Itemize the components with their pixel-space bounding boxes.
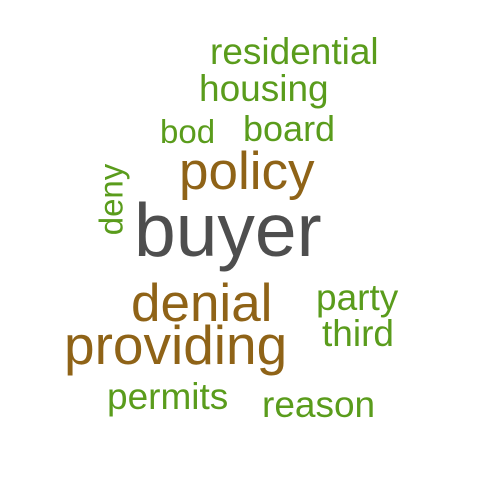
word-bod: bod: [160, 113, 216, 150]
word-permits: permits: [107, 376, 229, 417]
word-deny: deny: [92, 163, 130, 236]
word-reason: reason: [262, 384, 376, 425]
word-policy: policy: [179, 142, 315, 201]
word-residential: residential: [210, 31, 379, 72]
word-denial: denial: [131, 274, 273, 333]
word-providing: providing: [64, 314, 288, 376]
word-housing: housing: [199, 68, 329, 109]
word-third: third: [322, 313, 394, 354]
word-board: board: [243, 108, 336, 149]
word-party: party: [316, 277, 399, 318]
word-buyer: buyer: [134, 188, 322, 272]
